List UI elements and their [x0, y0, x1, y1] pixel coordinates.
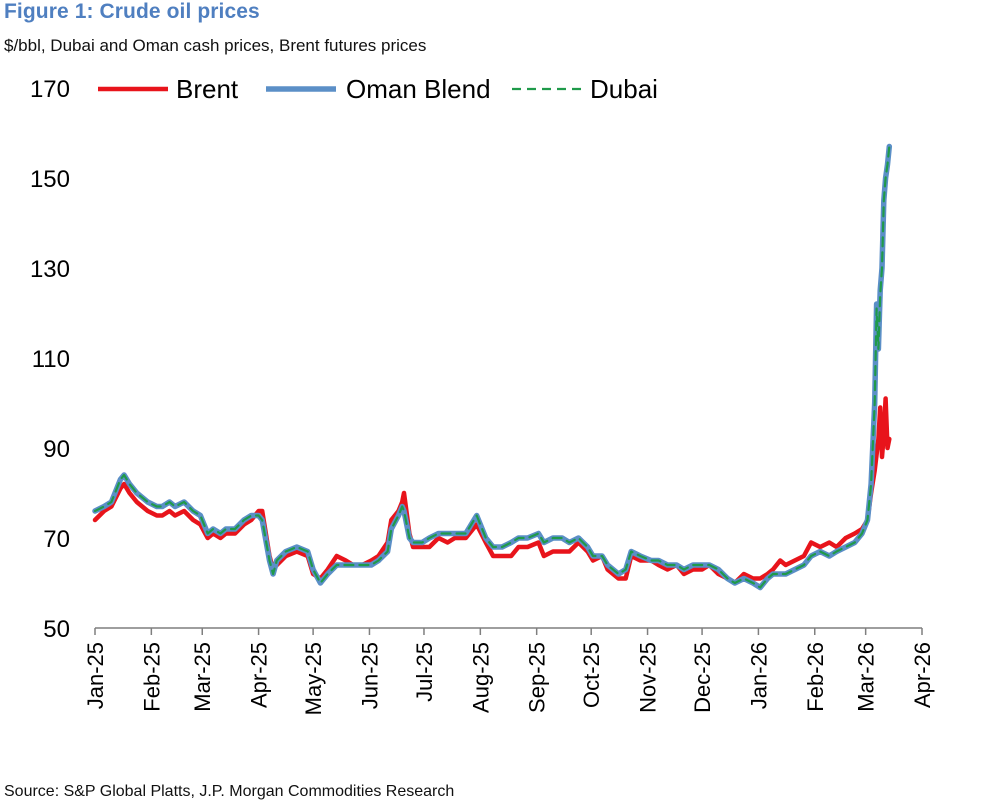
x-tick-label: Feb-26: [803, 642, 828, 712]
series-line-oman-blend: [92, 143, 893, 591]
legend-label: Brent: [176, 74, 239, 104]
x-tick-label: May-25: [301, 642, 326, 715]
x-tick-label: Feb-25: [139, 642, 164, 712]
x-tick-label: Dec-25: [690, 642, 715, 713]
legend-label: Dubai: [590, 74, 658, 104]
x-tick-label: Jul-25: [412, 642, 437, 702]
series-layer: [92, 143, 893, 591]
x-tick-label: Jun-25: [357, 642, 382, 709]
series-line-brent: [92, 396, 892, 586]
x-tick-label: Mar-26: [854, 642, 879, 712]
crude-oil-line-chart: 50 70 90 110 130 150 170 Jan-25 Feb-25 Mar-25 Apr…: [30, 74, 935, 715]
legend-label: Oman Blend: [346, 74, 491, 104]
y-tick-label: 50: [43, 616, 70, 643]
source-note: Source: S&P Global Platts, J.P. Morgan C…: [4, 783, 455, 800]
x-tick-label: Apr-25: [247, 642, 272, 708]
legend: Brent Oman Blend Dubai: [98, 74, 658, 104]
y-tick-label: 130: [30, 256, 70, 283]
y-tick-label: 70: [43, 526, 70, 553]
y-tick-label: 90: [43, 436, 70, 463]
x-tick-label: Aug-25: [468, 642, 493, 713]
chart-title: Figure 1: Crude oil prices: [4, 0, 260, 23]
y-tick-label: 170: [30, 76, 70, 103]
x-tick-label: Oct-25: [579, 642, 604, 708]
series-line-dubai: [93, 145, 891, 589]
y-tick-label: 150: [30, 166, 70, 193]
x-tick-label: Nov-25: [636, 642, 661, 713]
x-tick-label: Sep-25: [525, 642, 550, 713]
x-tick-label: Jan-25: [83, 642, 108, 709]
y-axis: 50 70 90 110 130 150 170: [30, 76, 70, 643]
chart-subtitle: $/bbl, Dubai and Oman cash prices, Brent…: [4, 36, 427, 55]
x-axis: Jan-25 Feb-25 Mar-25 Apr-25 May-25 Jun-25 Jul-…: [83, 627, 935, 715]
x-tick-label: Mar-25: [190, 642, 215, 712]
x-tick-label: Jan-26: [746, 642, 771, 709]
x-tick-label: Apr-26: [910, 642, 935, 708]
y-tick-label: 110: [32, 346, 70, 373]
